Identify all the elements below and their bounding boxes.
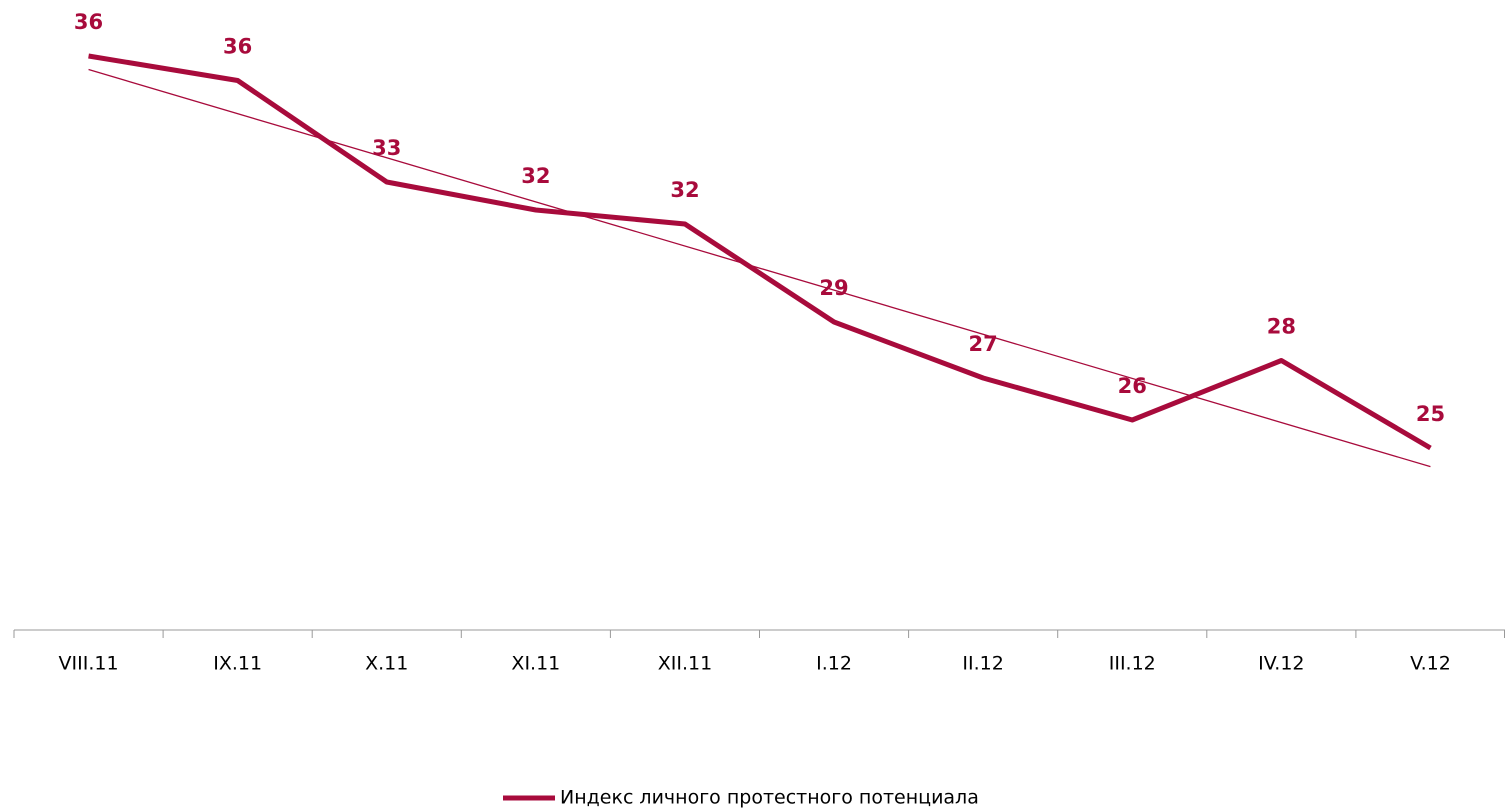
data-label: 29 bbox=[819, 276, 848, 300]
x-tick-label: II.12 bbox=[962, 653, 1003, 675]
data-label: 33 bbox=[372, 136, 401, 160]
trend-line bbox=[88, 68, 1431, 468]
data-label: 36 bbox=[223, 35, 252, 59]
x-tick-label: III.12 bbox=[1109, 653, 1156, 675]
data-label: 32 bbox=[521, 164, 550, 188]
x-tick-label: X.11 bbox=[365, 653, 408, 675]
x-tick-label: XI.11 bbox=[511, 653, 560, 675]
x-tick-label: I.12 bbox=[816, 653, 852, 675]
x-tick-label: IX.11 bbox=[213, 653, 262, 675]
x-tick-label: V.12 bbox=[1410, 653, 1451, 675]
legend-label: Индекс личного протестного потенциала bbox=[560, 787, 979, 809]
x-tick-label: IV.12 bbox=[1258, 653, 1304, 675]
data-label: 28 bbox=[1267, 315, 1296, 339]
data-label: 36 bbox=[74, 10, 103, 34]
data-label: 27 bbox=[969, 332, 998, 356]
x-tick-label: XII.11 bbox=[658, 653, 712, 675]
data-label: 32 bbox=[670, 178, 699, 202]
data-label: 26 bbox=[1118, 374, 1147, 398]
data-label: 25 bbox=[1416, 402, 1445, 426]
x-tick-label: VIII.11 bbox=[59, 653, 119, 675]
data-line bbox=[88, 53, 1432, 451]
